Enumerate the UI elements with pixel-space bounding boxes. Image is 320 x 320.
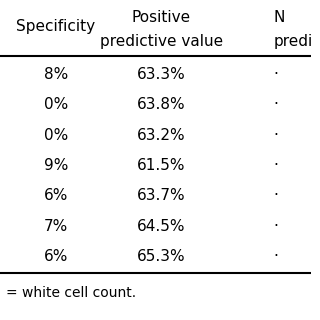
Text: = white cell count.: = white cell count. [6, 286, 136, 300]
Text: 6%: 6% [44, 188, 68, 203]
Text: 6%: 6% [44, 249, 68, 264]
Text: ·: · [273, 219, 278, 234]
Text: ·: · [273, 97, 278, 112]
Text: 63.7%: 63.7% [137, 188, 186, 203]
Text: ·: · [273, 249, 278, 264]
Text: 7%: 7% [44, 219, 68, 234]
Text: 0%: 0% [44, 97, 68, 112]
Text: Specificity: Specificity [16, 19, 95, 34]
Text: 63.8%: 63.8% [137, 97, 186, 112]
Text: ·: · [273, 188, 278, 203]
Text: ·: · [273, 67, 278, 82]
Text: 8%: 8% [44, 67, 68, 82]
Text: predictive value: predictive value [100, 34, 223, 49]
Text: 65.3%: 65.3% [137, 249, 186, 264]
Text: predi: predi [273, 34, 313, 49]
Text: ·: · [273, 128, 278, 142]
Text: 64.5%: 64.5% [137, 219, 186, 234]
Text: ·: · [273, 158, 278, 173]
Text: 61.5%: 61.5% [137, 158, 186, 173]
Text: 9%: 9% [44, 158, 68, 173]
Text: Positive: Positive [132, 10, 191, 25]
Text: N: N [273, 10, 284, 25]
Text: 63.2%: 63.2% [137, 128, 186, 142]
Text: 0%: 0% [44, 128, 68, 142]
Text: 63.3%: 63.3% [137, 67, 186, 82]
